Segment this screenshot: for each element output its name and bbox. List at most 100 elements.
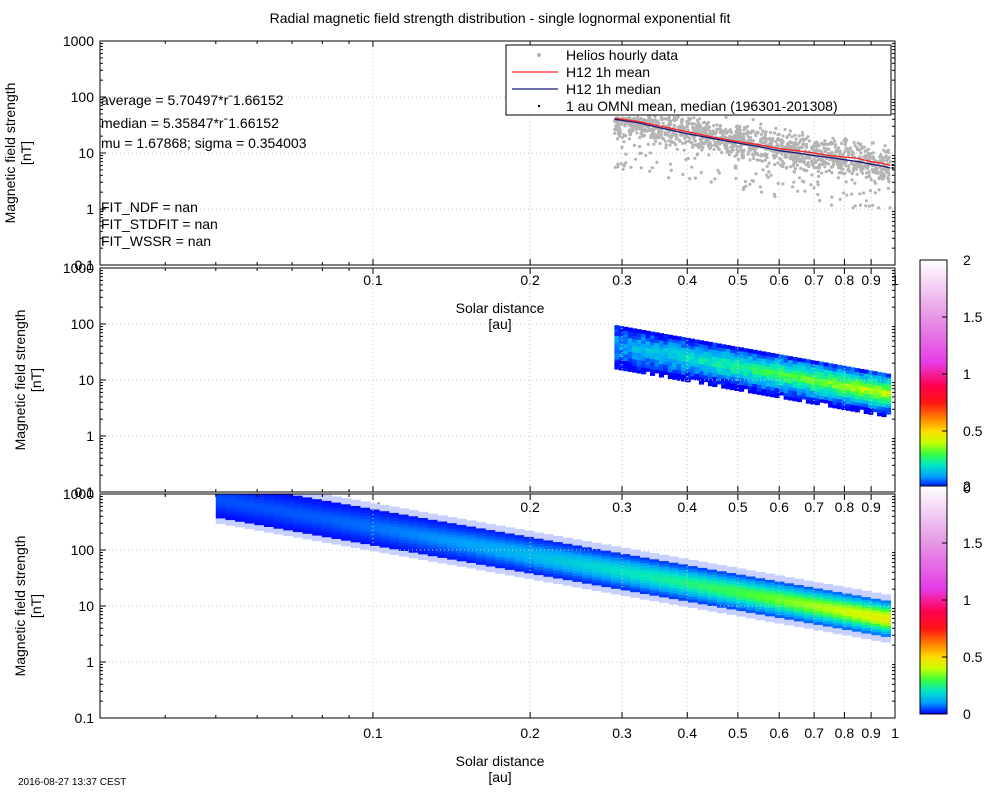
scatter-point [798,139,803,143]
density-cell [627,361,633,366]
scatter-point [751,154,756,158]
density-cell [632,331,638,336]
model-density-cell [755,572,766,576]
density-cell [623,330,629,335]
model-density-cell [476,555,487,560]
scatter-point [698,130,703,134]
model-density-cell [745,587,757,591]
model-density-cell [244,494,255,496]
model-density-cell [697,572,708,577]
model-density-cell [427,558,438,562]
model-density-cell [610,546,622,550]
model-density-cell [784,619,795,623]
model-density-cell [408,549,419,553]
model-density-cell [668,564,679,569]
density-cell [850,370,856,375]
y-tick-label: 10 [78,372,94,388]
density-cell [828,383,834,388]
model-density-cell [774,592,785,596]
scatter-point [758,158,762,162]
model-density-cell [755,608,766,612]
model-density-cell [341,542,352,547]
scatter-point [628,128,632,132]
density-cell [872,374,878,379]
model-density-cell [765,607,776,611]
model-density-cell [582,583,593,587]
density-cell [712,359,718,364]
model-density-cell [880,602,891,607]
model-density-cell [437,532,448,536]
density-cell [752,386,758,391]
density-cell [739,381,745,385]
model-density-cell [726,569,737,573]
scatter-point [739,148,743,152]
model-density-cell [350,530,361,534]
density-cell [690,342,696,347]
model-density-cell [649,592,660,596]
density-cell [699,357,705,362]
model-density-cell [437,529,448,533]
density-cell [854,378,860,383]
density-cell [721,367,727,372]
scatter-point [649,128,653,132]
scatter-point [656,122,660,126]
density-cell [707,378,713,383]
density-cell [868,377,874,382]
model-density-cell [476,522,487,526]
y-tick-label: 100 [71,316,95,332]
density-cell [614,358,620,363]
density-cell [712,362,718,367]
density-cell [823,379,829,384]
model-density-cell [514,557,525,561]
density-cell [699,347,705,351]
model-density-cell [688,571,699,575]
model-density-cell [514,562,525,566]
model-density-cell [880,611,891,615]
scatter-point [763,134,767,138]
density-cell [627,364,633,369]
model-density-cell [302,496,313,501]
model-density-cell [745,584,757,588]
scatter-point [769,130,773,135]
density-cell [837,364,843,369]
density-cell [641,340,647,345]
scatter-point [833,145,838,149]
model-density-cell [360,518,371,522]
omni-point [891,166,894,169]
density-cell [765,389,771,394]
model-density-cell [668,592,679,597]
density-cell [721,377,727,382]
density-cell [837,405,843,410]
model-density-cell [726,603,737,607]
model-density-cell [427,547,438,551]
scatter-point [856,141,860,145]
model-density-cell [341,509,352,513]
scatter-point [761,168,765,172]
density-cell [663,354,669,359]
model-density-cell [697,567,708,571]
density-cell [792,387,798,392]
scatter-point [775,138,780,142]
scatter-point [767,170,771,174]
density-cell [805,389,811,394]
density-cell [832,401,838,406]
density-cell [650,338,656,343]
model-density-cell [504,546,516,551]
model-density-cell [707,569,718,573]
model-density-cell [755,577,766,581]
scatter-point [850,192,854,196]
density-cell [743,348,749,353]
density-cell [707,375,713,380]
model-density-cell [389,515,400,519]
model-density-cell [803,603,814,607]
density-cell [747,365,753,370]
density-cell [801,382,807,387]
model-density-cell [514,551,525,555]
density-cell [690,345,696,350]
model-density-cell [707,608,718,612]
density-cell [641,367,647,371]
density-cell [685,364,691,369]
model-density-cell [437,554,448,558]
model-density-cell [668,562,679,566]
density-cell [796,394,802,399]
